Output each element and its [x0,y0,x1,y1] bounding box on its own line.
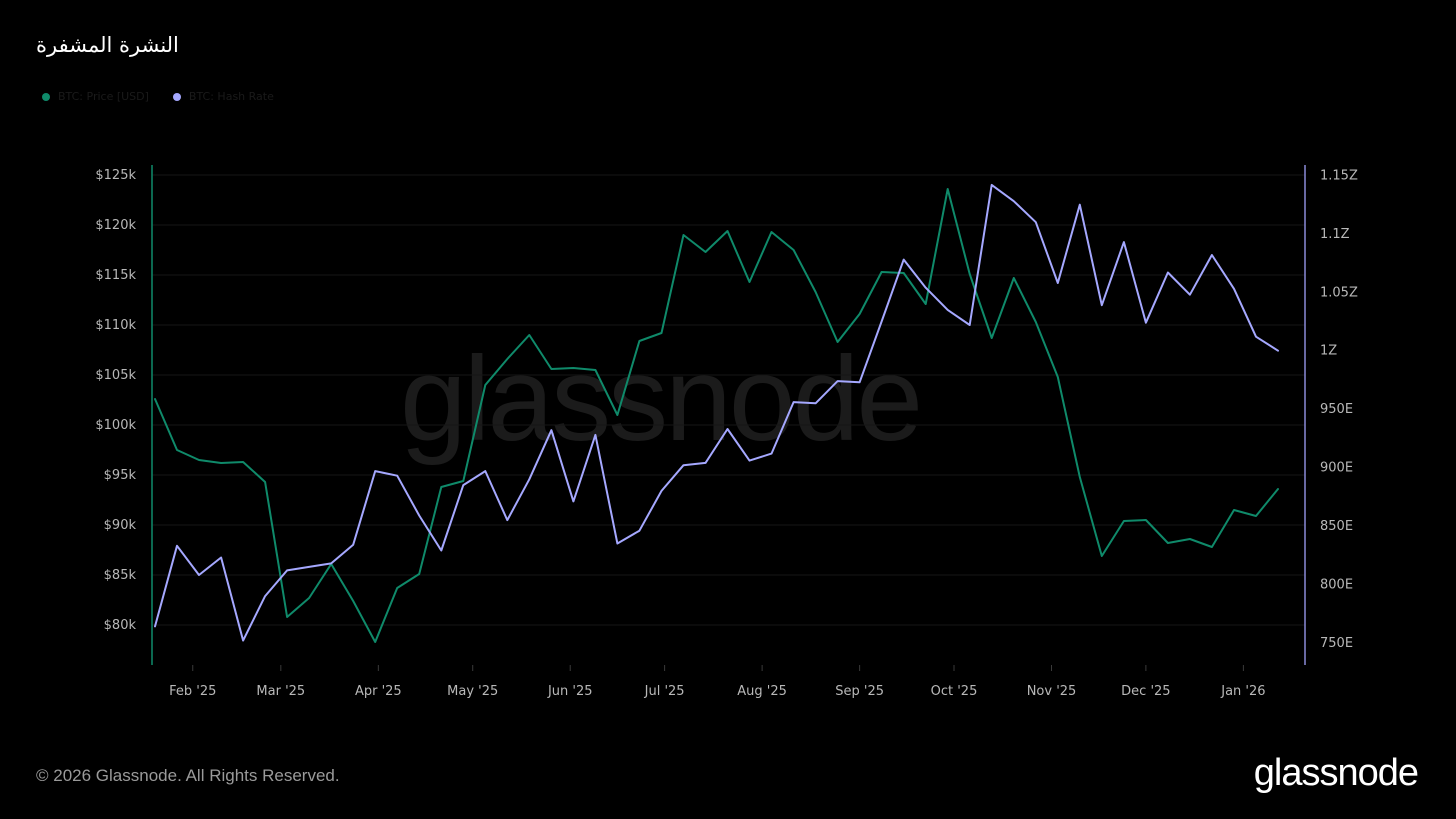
copyright-notice: © 2026 Glassnode. All Rights Reserved. [36,766,340,785]
x-tick-label: Mar '25 [256,684,305,699]
y-right-tick-label: 1.05Z [1320,285,1358,300]
y-right-tick-label: 750E [1320,636,1353,651]
brand-logo: glassnode [1253,752,1419,794]
x-tick-label: Jun '25 [547,684,593,699]
chart-legend: BTC: Price [USD] BTC: Hash Rate [42,90,274,103]
x-tick-label: Oct '25 [931,684,978,699]
x-tick-label: Nov '25 [1027,684,1077,699]
legend-item-hashrate[interactable]: BTC: Hash Rate [172,90,274,103]
y-left-tick-label: $95k [104,468,137,483]
legend-dot-hashrate [172,92,181,101]
legend-item-price[interactable]: BTC: Price [USD] [42,90,149,103]
y-left-tick-label: $100k [95,418,136,433]
y-left-tick-label: $110k [95,318,136,333]
x-tick-label: Sep '25 [835,684,884,699]
y-right-tick-label: 950E [1320,402,1353,417]
y-right-tick-label: 800E [1320,577,1353,592]
y-left-tick-label: $85k [104,568,137,583]
legend-dot-price [42,92,50,101]
y-left-tick-label: $105k [95,368,136,383]
x-tick-label: Feb '25 [169,684,216,699]
watermark-logo: glassnode [400,332,923,466]
x-tick-label: Apr '25 [355,684,402,699]
page-title: النشرة المشفرة [36,33,179,57]
legend-label-hashrate: BTC: Hash Rate [188,90,274,103]
x-tick-label: Jul '25 [644,684,685,699]
y-left-tick-label: $125k [95,168,136,183]
y-right-tick-label: 900E [1320,461,1353,476]
y-left-tick-label: $115k [95,268,136,283]
y-right-tick-label: 1Z [1320,344,1337,359]
x-tick-label: Aug '25 [737,684,787,699]
price-series-line [154,188,1279,643]
y-left-tick-label: $80k [104,618,137,633]
hashrate-series-line [154,183,1279,642]
y-right-tick-label: 850E [1320,519,1353,534]
y-right-tick-label: 1.15Z [1320,169,1358,184]
y-left-tick-label: $90k [104,518,137,533]
x-tick-label: May '25 [447,684,498,699]
legend-label-price: BTC: Price [USD] [58,90,149,103]
x-tick-label: Dec '25 [1121,684,1170,699]
y-right-tick-label: 1.1Z [1320,227,1350,242]
y-left-tick-label: $120k [95,218,136,233]
x-tick-label: Jan '26 [1220,684,1265,699]
